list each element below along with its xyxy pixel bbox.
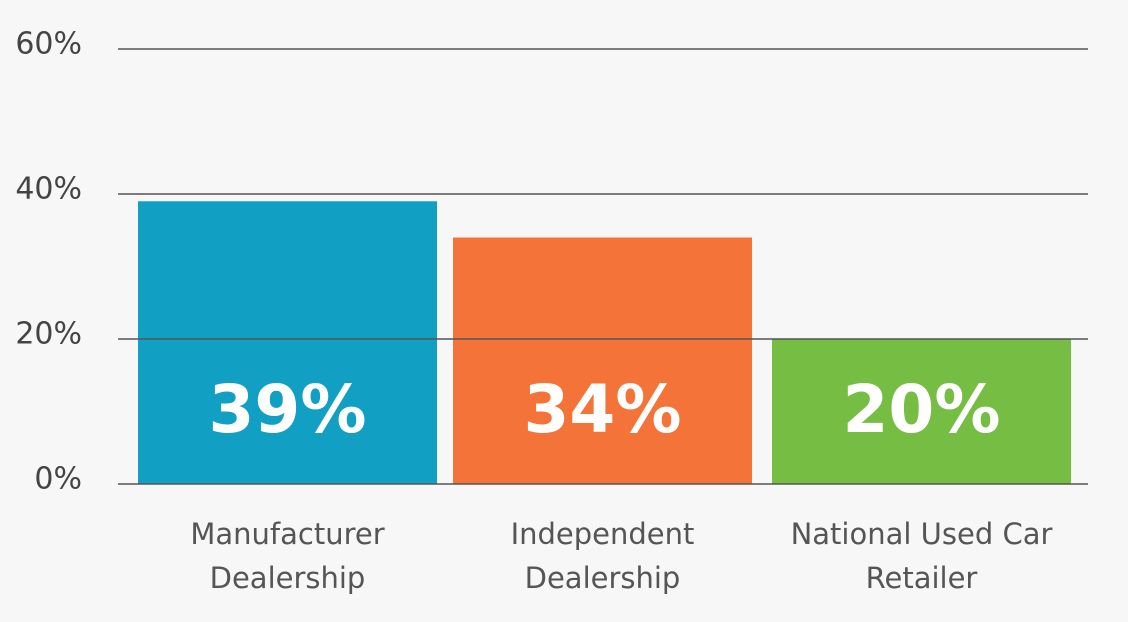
y-tick-label: 60% [15,27,82,62]
bar [772,339,1071,484]
data-label: 34% [524,371,682,448]
bar [138,201,437,484]
data-label: 39% [209,371,367,448]
data-label: 20% [843,371,1001,448]
x-tick-label: Independent Dealership [510,517,695,595]
y-tick-label: 20% [15,317,82,352]
x-tick-label: Manufacturer Dealership [190,517,385,595]
bar [453,237,752,484]
y-tick-label: 0% [34,462,82,497]
y-tick-label: 40% [15,172,82,207]
x-tick-label: National Used Car Retailer [790,517,1053,595]
